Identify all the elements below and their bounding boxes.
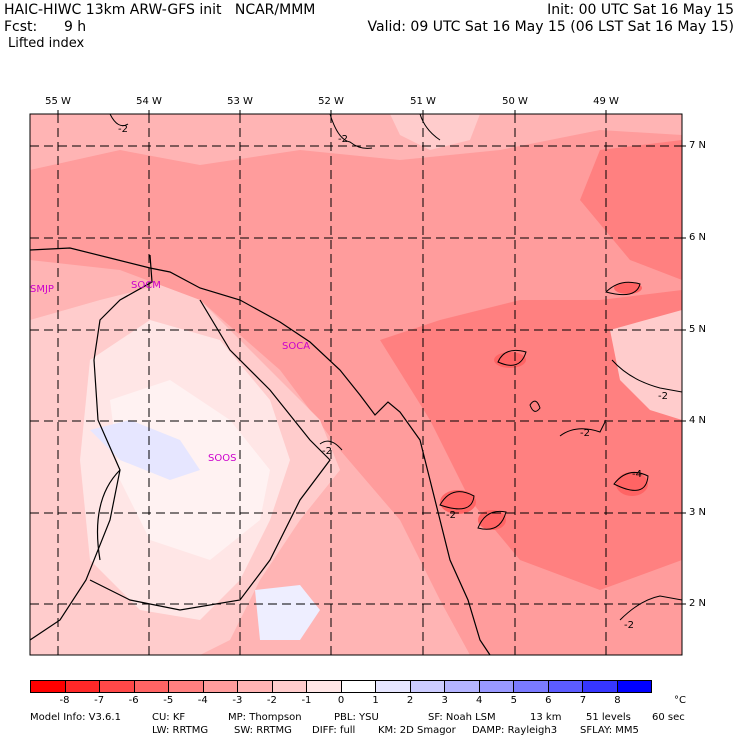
colorbar-cell — [203, 681, 238, 692]
valid-time: Valid: 09 UTC Sat 16 May 15 (06 LST Sat … — [367, 19, 734, 35]
footer-pbl: PBL: YSU — [334, 712, 379, 723]
colorbar-tick-label: 4 — [476, 695, 483, 706]
colorbar-tick-label: 0 — [337, 695, 345, 706]
lon-label: 50 W — [502, 96, 528, 107]
colorbar-cell — [514, 681, 549, 692]
colorbar-tick-label: 2 — [406, 695, 414, 706]
init-time: Init: 00 UTC Sat 16 May 15 — [547, 2, 734, 18]
forecast-hour: Fcst: 9 h — [4, 19, 87, 35]
colorbar-cell — [272, 681, 307, 692]
lon-label: 51 W — [410, 96, 436, 107]
lon-label: 53 W — [227, 96, 253, 107]
contour-label: -4 — [632, 469, 642, 480]
colorbar-tick-label: 5 — [510, 695, 517, 706]
colorbar-tick-label: -8 — [59, 695, 70, 706]
footer-resolution: 13 km — [530, 712, 562, 723]
colorbar-cell — [548, 681, 583, 692]
lon-label: 54 W — [136, 96, 162, 107]
lon-label: 49 W — [593, 96, 619, 107]
colorbar-tick-label: -4 — [197, 695, 208, 706]
lat-label: 5 N — [689, 324, 707, 335]
contour-label: -2 — [658, 391, 668, 402]
colorbar-tick-label: 8 — [614, 695, 621, 706]
footer-sf: SF: Noah LSM — [428, 712, 496, 723]
colorbar-cell — [31, 681, 66, 692]
colorbar-tick-label: -3 — [232, 695, 243, 706]
contour-label: -2 — [322, 446, 332, 457]
lat-label: 2 N — [689, 598, 707, 609]
footer-levels: 51 levels — [586, 712, 631, 723]
colorbar-cell — [238, 681, 273, 692]
lat-label: 7 N — [689, 140, 707, 151]
footer-lw: LW: RRTMG — [152, 725, 209, 736]
station-label: SOCM — [131, 280, 161, 291]
footer-km: KM: 2D Smagor — [378, 725, 456, 736]
colorbar-unit: °C — [674, 695, 686, 706]
lon-label: 55 W — [45, 96, 71, 107]
axis-ticks — [57, 110, 686, 605]
footer-diff: DIFF: full — [312, 725, 356, 736]
colorbar-cell — [341, 681, 376, 692]
colorbar-cell — [617, 681, 651, 692]
colorbar-cell — [376, 681, 411, 692]
colorbar-cell — [307, 681, 342, 692]
footer-damp: DAMP: Rayleigh3 — [472, 725, 558, 736]
station-label: SOCA — [282, 341, 311, 352]
footer-sw: SW: RRTMG — [234, 725, 292, 736]
colorbar-cell — [583, 681, 618, 692]
lat-label: 4 N — [689, 415, 707, 426]
footer-timestep: 60 sec — [652, 712, 685, 723]
colorbar-tick-label: 1 — [372, 695, 379, 706]
footer-mp: MP: Thompson — [228, 712, 302, 723]
footer-sflay: SFLAY: MM5 — [580, 725, 639, 736]
contour-label: -2 — [118, 124, 128, 135]
colorbar-tick-label: -5 — [163, 695, 174, 706]
shading-layer — [30, 114, 682, 655]
colorbar-cell — [100, 681, 135, 692]
colorbar-tick-label: 3 — [441, 695, 448, 706]
colorbar-cell — [445, 681, 480, 692]
station-label: SOOS — [208, 453, 237, 464]
contour-label: -2 — [624, 620, 634, 631]
colorbar-tick-label: -6 — [128, 695, 139, 706]
station-label: SMJP — [30, 284, 54, 295]
colorbar-cell — [134, 681, 169, 692]
colorbar-tick-label: -7 — [94, 695, 105, 706]
graticule — [30, 114, 682, 655]
footer-cu: CU: KF — [152, 712, 186, 723]
colorbar-cell — [479, 681, 514, 692]
colorbar-cell — [410, 681, 445, 692]
colorbar — [30, 680, 652, 693]
lat-label: 3 N — [689, 507, 707, 518]
footer-model-info: Model Info: V3.6.1 — [30, 712, 121, 723]
colorbar-cell — [65, 681, 100, 692]
lon-label: 52 W — [318, 96, 344, 107]
field-name: Lifted index — [8, 36, 85, 51]
contour-label: -2 — [580, 428, 590, 439]
colorbar-tick-label: 7 — [579, 695, 587, 706]
model-title: HAIC-HIWC 13km ARW-GFS init NCAR/MMM — [4, 2, 316, 18]
contour-label: -2 — [338, 134, 348, 145]
lat-label: 6 N — [689, 232, 707, 243]
colorbar-tick-label: -1 — [301, 695, 312, 706]
map-frame — [29, 113, 683, 656]
colorbar-tick-label: -2 — [266, 695, 277, 706]
colorbar-cell — [169, 681, 204, 692]
coastline — [30, 247, 491, 655]
colorbar-tick-label: 6 — [545, 695, 552, 706]
contour-label: -2 — [446, 510, 456, 521]
contour-lines — [109, 114, 682, 621]
